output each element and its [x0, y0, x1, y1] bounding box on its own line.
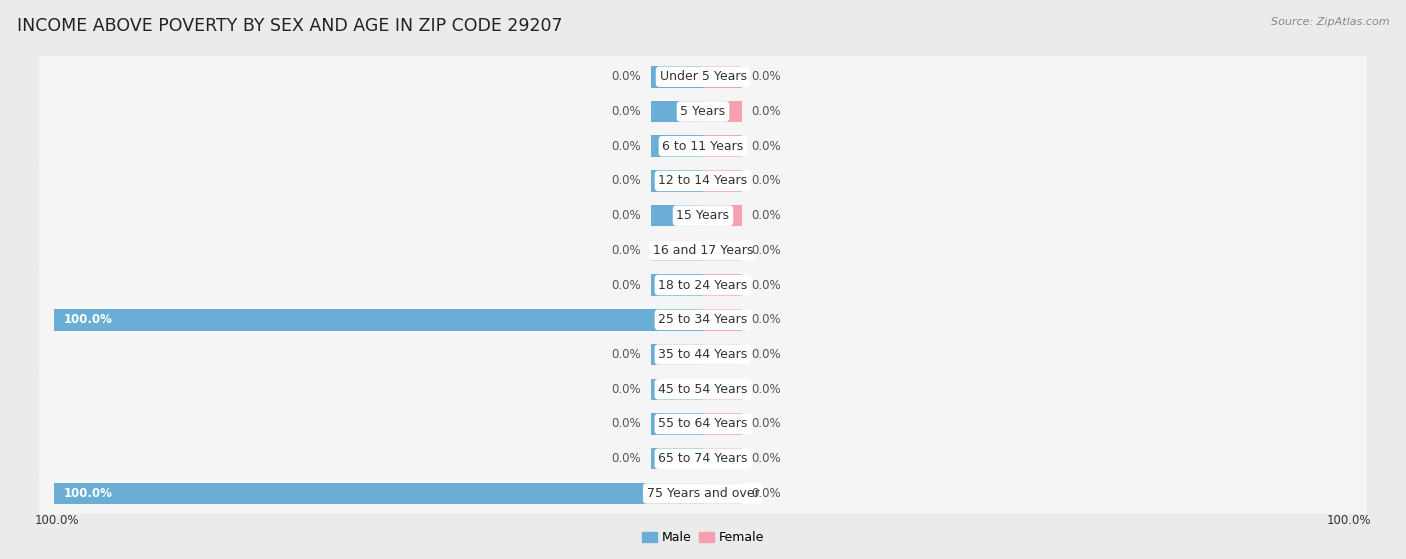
- Bar: [703, 240, 742, 261]
- Text: 35 to 44 Years: 35 to 44 Years: [658, 348, 748, 361]
- Text: 0.0%: 0.0%: [612, 348, 641, 361]
- Text: 0.0%: 0.0%: [752, 348, 782, 361]
- Text: 100.0%: 100.0%: [1327, 514, 1371, 527]
- Text: 0.0%: 0.0%: [612, 140, 641, 153]
- FancyBboxPatch shape: [39, 50, 1367, 104]
- Text: 25 to 34 Years: 25 to 34 Years: [658, 313, 748, 326]
- Text: 55 to 64 Years: 55 to 64 Years: [658, 418, 748, 430]
- Text: 0.0%: 0.0%: [612, 418, 641, 430]
- Text: 0.0%: 0.0%: [612, 244, 641, 257]
- Text: 5 Years: 5 Years: [681, 105, 725, 118]
- Text: 0.0%: 0.0%: [752, 140, 782, 153]
- Bar: [651, 101, 703, 122]
- Bar: [703, 413, 742, 435]
- Text: 0.0%: 0.0%: [752, 452, 782, 465]
- Legend: Male, Female: Male, Female: [637, 526, 769, 549]
- FancyBboxPatch shape: [39, 328, 1367, 382]
- Bar: [651, 448, 703, 470]
- Text: 65 to 74 Years: 65 to 74 Years: [658, 452, 748, 465]
- FancyBboxPatch shape: [39, 154, 1367, 208]
- Text: 0.0%: 0.0%: [752, 278, 782, 292]
- Text: 0.0%: 0.0%: [752, 418, 782, 430]
- Bar: [53, 482, 703, 504]
- Bar: [651, 66, 703, 88]
- Text: 0.0%: 0.0%: [752, 313, 782, 326]
- Text: 0.0%: 0.0%: [752, 70, 782, 83]
- Text: 0.0%: 0.0%: [612, 174, 641, 187]
- Text: 15 Years: 15 Years: [676, 209, 730, 222]
- Text: 0.0%: 0.0%: [752, 487, 782, 500]
- Bar: [703, 66, 742, 88]
- Bar: [651, 135, 703, 157]
- Text: 0.0%: 0.0%: [752, 244, 782, 257]
- Text: 0.0%: 0.0%: [752, 174, 782, 187]
- Text: 0.0%: 0.0%: [752, 105, 782, 118]
- FancyBboxPatch shape: [39, 188, 1367, 243]
- Text: INCOME ABOVE POVERTY BY SEX AND AGE IN ZIP CODE 29207: INCOME ABOVE POVERTY BY SEX AND AGE IN Z…: [17, 17, 562, 35]
- Bar: [703, 448, 742, 470]
- Text: 0.0%: 0.0%: [752, 209, 782, 222]
- Bar: [651, 240, 703, 261]
- Text: 45 to 54 Years: 45 to 54 Years: [658, 383, 748, 396]
- Text: 100.0%: 100.0%: [63, 487, 112, 500]
- Text: 6 to 11 Years: 6 to 11 Years: [662, 140, 744, 153]
- FancyBboxPatch shape: [39, 84, 1367, 139]
- Bar: [703, 135, 742, 157]
- Text: 0.0%: 0.0%: [612, 383, 641, 396]
- Text: 100.0%: 100.0%: [35, 514, 79, 527]
- FancyBboxPatch shape: [39, 432, 1367, 486]
- Bar: [703, 482, 742, 504]
- FancyBboxPatch shape: [39, 362, 1367, 416]
- FancyBboxPatch shape: [39, 258, 1367, 312]
- Text: 0.0%: 0.0%: [612, 278, 641, 292]
- Bar: [703, 170, 742, 192]
- Bar: [651, 413, 703, 435]
- Text: 0.0%: 0.0%: [612, 209, 641, 222]
- Bar: [703, 274, 742, 296]
- FancyBboxPatch shape: [39, 223, 1367, 277]
- Bar: [651, 344, 703, 366]
- FancyBboxPatch shape: [39, 397, 1367, 451]
- Bar: [703, 101, 742, 122]
- Text: 100.0%: 100.0%: [63, 313, 112, 326]
- Text: Under 5 Years: Under 5 Years: [659, 70, 747, 83]
- Bar: [53, 309, 703, 330]
- Text: 0.0%: 0.0%: [612, 105, 641, 118]
- Text: 18 to 24 Years: 18 to 24 Years: [658, 278, 748, 292]
- Text: 0.0%: 0.0%: [612, 70, 641, 83]
- Bar: [651, 170, 703, 192]
- Bar: [651, 378, 703, 400]
- Bar: [703, 205, 742, 226]
- Text: 0.0%: 0.0%: [612, 452, 641, 465]
- FancyBboxPatch shape: [39, 466, 1367, 520]
- Text: 12 to 14 Years: 12 to 14 Years: [658, 174, 748, 187]
- Text: 0.0%: 0.0%: [752, 383, 782, 396]
- FancyBboxPatch shape: [39, 119, 1367, 173]
- Bar: [703, 344, 742, 366]
- Text: Source: ZipAtlas.com: Source: ZipAtlas.com: [1271, 17, 1389, 27]
- Bar: [651, 274, 703, 296]
- Bar: [703, 378, 742, 400]
- Text: 16 and 17 Years: 16 and 17 Years: [652, 244, 754, 257]
- Text: 75 Years and over: 75 Years and over: [647, 487, 759, 500]
- Bar: [703, 309, 742, 330]
- FancyBboxPatch shape: [39, 293, 1367, 347]
- Bar: [651, 205, 703, 226]
